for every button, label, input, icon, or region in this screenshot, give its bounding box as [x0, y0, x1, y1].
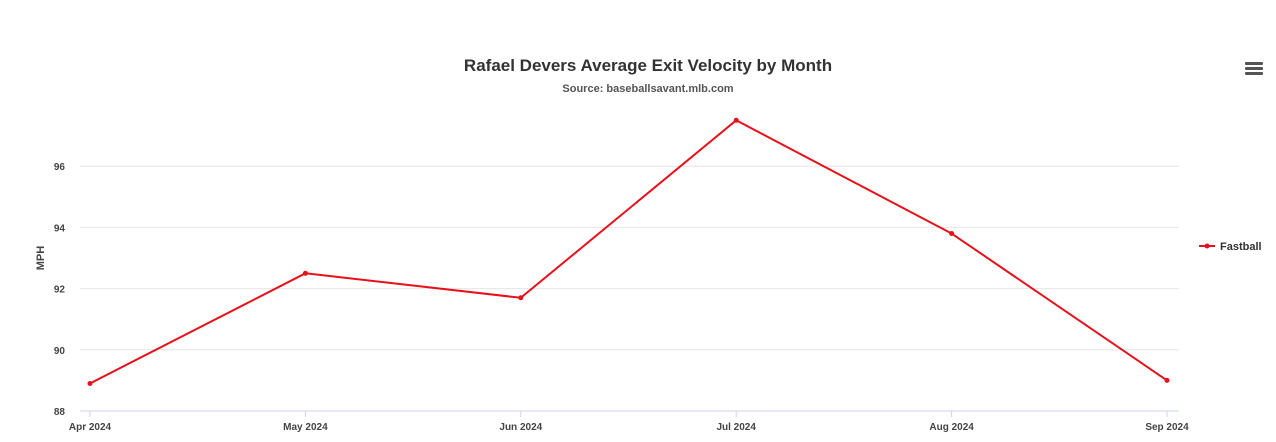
x-tick-label: Apr 2024 — [69, 422, 112, 433]
y-tick-labels: 88 90 92 94 96 — [54, 162, 66, 418]
data-point[interactable] — [302, 270, 308, 276]
y-tick-label: 92 — [54, 285, 66, 296]
x-tick-label: Aug 2024 — [929, 422, 974, 433]
y-tick-label: 96 — [54, 162, 66, 173]
x-tick-label: May 2024 — [283, 422, 328, 433]
y-axis-label: MPH — [35, 246, 47, 271]
legend-point-marker — [1204, 243, 1210, 249]
grid-layer — [80, 165, 1179, 351]
data-point[interactable] — [87, 380, 93, 386]
x-tick-labels: Apr 2024 May 2024 Jun 2024 Jul 2024 Aug 2024… — [69, 411, 1189, 433]
data-point[interactable] — [949, 231, 955, 237]
x-tick-label: Jun 2024 — [499, 422, 542, 433]
chart-title: Rafael Devers Average Exit Velocity by M… — [464, 56, 832, 75]
chart-subtitle: Source: baseballsavant.mlb.com — [562, 83, 733, 95]
series-layer — [87, 117, 1170, 386]
data-point[interactable] — [518, 295, 524, 301]
legend[interactable]: Fastball — [1199, 241, 1262, 253]
y-tick-label: 90 — [54, 346, 66, 357]
y-tick-label: 88 — [54, 407, 66, 418]
x-tick-label: Jul 2024 — [716, 422, 756, 433]
data-point[interactable] — [1164, 377, 1170, 383]
y-tick-label: 94 — [54, 223, 66, 234]
series-line-fastball — [89, 119, 1168, 385]
data-point[interactable] — [733, 117, 739, 123]
x-tick-label: Sep 2024 — [1145, 422, 1189, 433]
legend-label[interactable]: Fastball — [1220, 241, 1262, 253]
hamburger-menu-icon[interactable] — [1245, 62, 1263, 76]
